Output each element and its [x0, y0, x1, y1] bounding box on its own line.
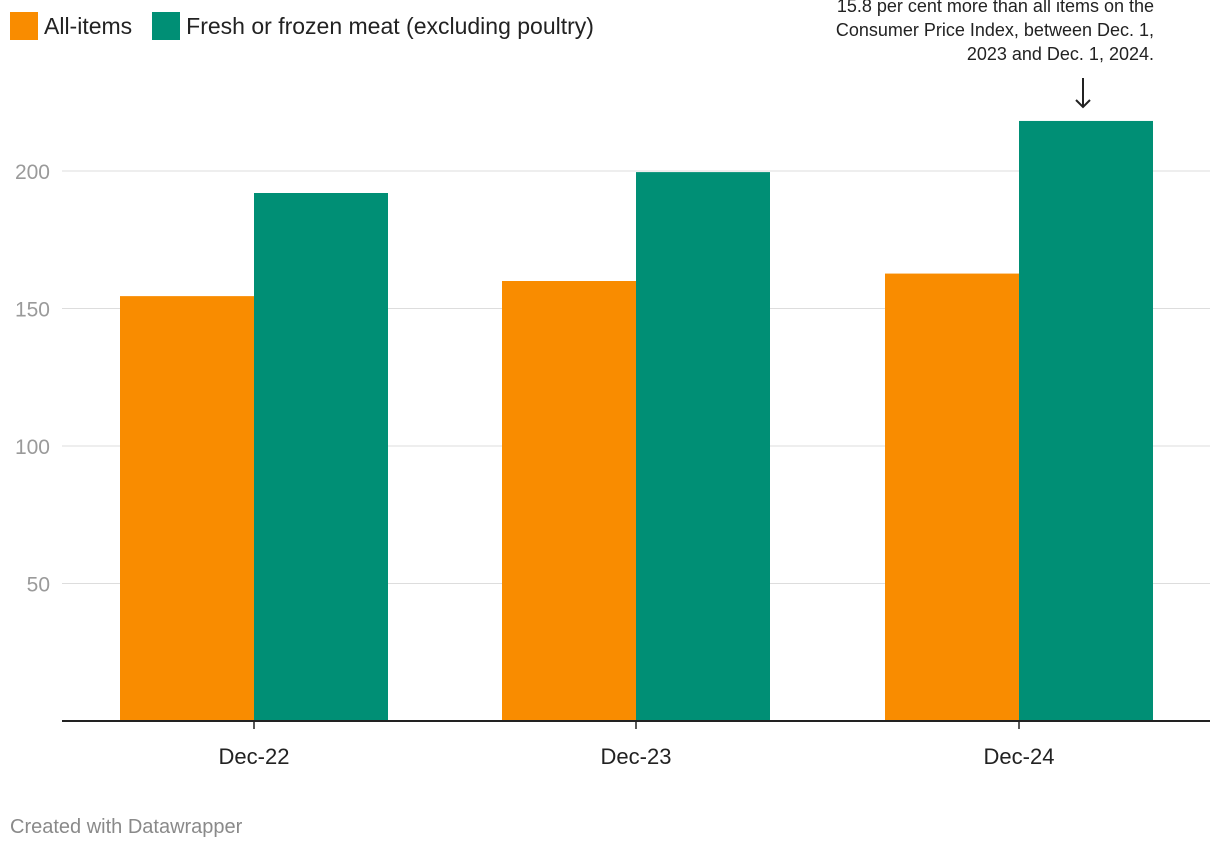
bar-dec-23-meat — [636, 172, 770, 722]
bar-dec-24-all-items — [885, 273, 1019, 721]
legend: All-items Fresh or frozen meat (excludin… — [10, 12, 614, 40]
y-tick-label-150: 150 — [15, 299, 50, 322]
bar-dec-23-all-items — [502, 281, 636, 721]
legend-item-meat: Fresh or frozen meat (excluding poultry) — [152, 12, 594, 40]
legend-label-all-items: All-items — [44, 12, 133, 39]
annotation-line-1: 15.8 per cent more than all items on the — [836, 0, 1154, 16]
x-tick-label-dec-22: Dec-22 — [219, 744, 290, 769]
x-tick-label-dec-24: Dec-24 — [984, 744, 1055, 769]
bar-dec-22-meat — [254, 193, 388, 721]
bar-dec-22-all-items — [120, 296, 254, 721]
y-tick-label-100: 100 — [15, 436, 50, 459]
y-tick-label-50: 50 — [27, 574, 50, 597]
credit: Created with Datawrapper — [10, 816, 243, 838]
y-tick-label-200: 200 — [15, 161, 50, 184]
annotation-arrow-icon — [1075, 78, 1091, 109]
annotation: 15.8 per cent more than all items on the… — [836, 0, 1154, 66]
bars — [120, 120, 1153, 722]
bar-dec-24-meat — [1019, 120, 1153, 721]
legend-label-meat: Fresh or frozen meat (excluding poultry) — [186, 12, 594, 39]
annotation-line-3: 2023 and Dec. 1, 2024. — [966, 44, 1154, 64]
legend-item-all-items: All-items — [10, 12, 132, 40]
x-axis: Dec-22 Dec-23 Dec-24 — [62, 720, 1210, 769]
annotation-line-2: Consumer Price Index, between Dec. 1, — [835, 20, 1154, 40]
legend-swatch-meat — [152, 12, 181, 40]
x-tick-label-dec-23: Dec-23 — [601, 744, 672, 769]
legend-swatch-all-items — [10, 12, 38, 40]
